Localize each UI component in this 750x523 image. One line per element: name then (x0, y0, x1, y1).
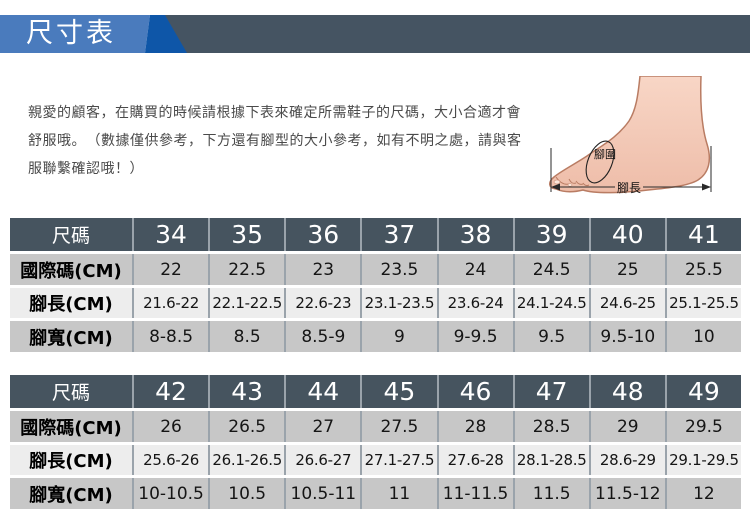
size-value-cell: 24.5 (512, 254, 589, 285)
foot-illustration (549, 76, 710, 194)
size-header-cell: 42 (132, 375, 209, 408)
size-value-cell: 8.5 (208, 321, 285, 352)
size-header-cell: 39 (512, 218, 589, 251)
size-value-cell: 29.1-29.5 (664, 445, 741, 475)
size-value-cell: 26.1-26.5 (208, 445, 285, 475)
size-value-cell: 25.1-25.5 (664, 288, 741, 318)
girth-ellipse (585, 140, 615, 184)
size-value-cell: 23.6-24 (436, 288, 513, 318)
table-row-label: 腳寬(CM) (10, 478, 132, 509)
table-row-label: 國際碼(CM) (10, 411, 132, 442)
size-value-cell: 29 (588, 411, 665, 442)
size-value-cell: 24.1-24.5 (512, 288, 589, 318)
size-value-cell: 26.5 (208, 411, 285, 442)
table-row-label: 尺碼 (10, 375, 132, 408)
foot-measurement-diagram: 腳圍 腳長 (549, 76, 712, 195)
size-value-cell: 28 (436, 411, 513, 442)
size-value-cell: 24 (436, 254, 513, 285)
size-value-cell: 23.1-23.5 (360, 288, 437, 318)
size-value-cell: 28.5 (512, 411, 589, 442)
size-value-cell: 8-8.5 (132, 321, 209, 352)
table-row-label: 尺碼 (10, 218, 132, 251)
size-header-cell: 38 (436, 218, 513, 251)
table-row-label: 國際碼(CM) (10, 254, 132, 285)
size-value-cell: 9.5 (512, 321, 589, 352)
page-title: 尺寸表 (26, 18, 116, 49)
size-header-cell: 37 (360, 218, 437, 251)
size-value-cell: 22 (132, 254, 209, 285)
table-row-label: 腳寬(CM) (10, 321, 132, 352)
size-header-cell: 46 (436, 375, 513, 408)
size-table-34-41: 尺碼 34 35 36 37 38 39 40 41 國際碼(CM) 22 22.5 23 23.5 24 2… (10, 218, 741, 352)
size-header-cell: 41 (664, 218, 741, 251)
size-value-cell: 9-9.5 (436, 321, 513, 352)
size-header-cell: 47 (512, 375, 589, 408)
size-value-cell: 26.6-27 (284, 445, 361, 475)
size-value-cell: 11.5-12 (588, 478, 665, 509)
banner-slate-shape (160, 15, 750, 53)
size-value-cell: 25.5 (664, 254, 741, 285)
size-header-cell: 35 (208, 218, 285, 251)
size-value-cell: 23.5 (360, 254, 437, 285)
size-value-cell: 25.6-26 (132, 445, 209, 475)
intro-text: 親愛的顧客，在購買的時候請根據下表來確定所需鞋子的尺碼，大小合適才會舒服哦。 （… (28, 105, 522, 177)
arrowhead-left (551, 183, 560, 191)
size-value-cell: 9 (360, 321, 437, 352)
banner-blue-shape (0, 15, 150, 53)
girth-label: 腳圍 (594, 148, 616, 161)
size-header-cell: 44 (284, 375, 361, 408)
size-value-cell: 27 (284, 411, 361, 442)
size-header-cell: 49 (664, 375, 741, 408)
toe-lines (555, 176, 590, 187)
size-value-cell: 9.5-10 (588, 321, 665, 352)
size-value-cell: 8.5-9 (284, 321, 361, 352)
size-value-cell: 10.5-11 (284, 478, 361, 509)
size-header-cell: 43 (208, 375, 285, 408)
toenail (553, 179, 561, 185)
size-header-cell: 40 (588, 218, 665, 251)
size-value-cell: 11-11.5 (436, 478, 513, 509)
size-value-cell: 11.5 (512, 478, 589, 509)
length-label: 腳長 (617, 181, 641, 195)
size-value-cell: 28.6-29 (588, 445, 665, 475)
size-value-cell: 21.6-22 (132, 288, 209, 318)
size-value-cell: 27.1-27.5 (360, 445, 437, 475)
length-dimension-line (550, 146, 712, 192)
size-value-cell: 23 (284, 254, 361, 285)
size-value-cell: 22.5 (208, 254, 285, 285)
arrowhead-right (702, 183, 711, 191)
toenail (567, 183, 573, 187)
size-value-cell: 11 (360, 478, 437, 509)
size-table-42-49: 尺碼 42 43 44 45 46 47 48 49 國際碼(CM) 26 26.5 27 27.5 28 2… (10, 375, 741, 509)
banner-accent-triangle (145, 15, 187, 53)
size-value-cell: 22.6-23 (284, 288, 361, 318)
size-value-cell: 12 (664, 478, 741, 509)
size-value-cell: 22.1-22.5 (208, 288, 285, 318)
size-value-cell: 27.5 (360, 411, 437, 442)
size-value-cell: 26 (132, 411, 209, 442)
size-header-cell: 36 (284, 218, 361, 251)
size-value-cell: 29.5 (664, 411, 741, 442)
table-row-label: 腳長(CM) (10, 288, 132, 318)
table-row-label: 腳長(CM) (10, 445, 132, 475)
size-value-cell: 24.6-25 (588, 288, 665, 318)
size-value-cell: 27.6-28 (436, 445, 513, 475)
size-value-cell: 28.1-28.5 (512, 445, 589, 475)
size-chart-banner: 尺寸表 (0, 15, 750, 53)
banner-background (0, 15, 750, 53)
size-header-cell: 48 (588, 375, 665, 408)
size-header-cell: 34 (132, 218, 209, 251)
size-value-cell: 25 (588, 254, 665, 285)
size-value-cell: 10-10.5 (132, 478, 209, 509)
size-value-cell: 10.5 (208, 478, 285, 509)
size-header-cell: 45 (360, 375, 437, 408)
size-value-cell: 10 (664, 321, 741, 352)
